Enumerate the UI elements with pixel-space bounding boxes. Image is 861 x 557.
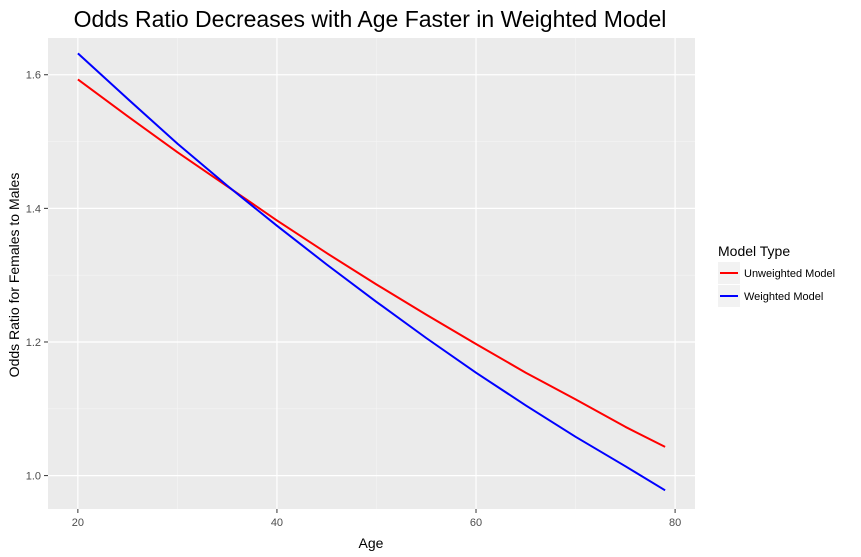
series-line-unweighted-model xyxy=(77,78,666,448)
legend: Model Type Unweighted Model Weighted Mode… xyxy=(718,243,835,307)
legend-label: Weighted Model xyxy=(744,291,823,303)
y-axis-ticks: 1.0 1.2 1.4 1.6 xyxy=(26,70,48,483)
x-tick-label: 80 xyxy=(669,517,681,529)
y-tick-label: 1.4 xyxy=(26,203,41,215)
legend-label: Unweighted Model xyxy=(744,268,835,280)
chart-title: Odds Ratio Decreases with Age Faster in … xyxy=(74,6,667,32)
minor-gridlines xyxy=(48,38,695,509)
x-tick-label: 40 xyxy=(271,517,283,529)
legend-title: Model Type xyxy=(718,243,790,259)
y-axis-title: Odds Ratio for Females to Males xyxy=(6,173,22,378)
legend-items: Unweighted Model Weighted Model xyxy=(718,262,835,307)
major-gridlines xyxy=(48,38,695,509)
x-axis-ticks: 20 40 60 80 xyxy=(72,509,681,529)
series-line-weighted-model xyxy=(77,52,666,492)
plot-panel xyxy=(48,38,695,509)
series-lines xyxy=(77,52,666,492)
x-axis-title: Age xyxy=(359,535,384,551)
x-tick-label: 60 xyxy=(470,517,482,529)
x-tick-label: 20 xyxy=(72,517,84,529)
y-tick-label: 1.6 xyxy=(26,70,41,82)
y-tick-label: 1.2 xyxy=(26,337,41,349)
y-tick-label: 1.0 xyxy=(26,471,41,483)
